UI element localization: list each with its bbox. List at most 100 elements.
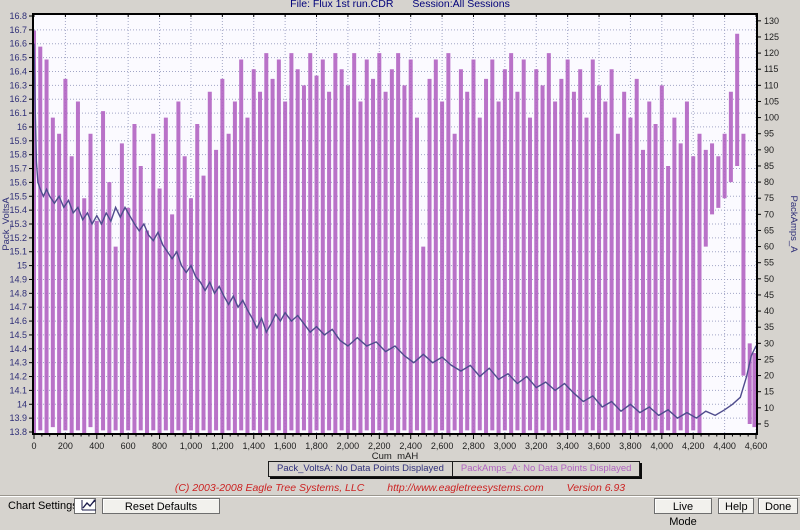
svg-text:2,200: 2,200 bbox=[368, 441, 391, 451]
left-axis-title: Pack_VoltsA bbox=[1, 197, 12, 251]
chart-title-session: Session:All Sessions bbox=[412, 0, 510, 10]
svg-text:16.4: 16.4 bbox=[9, 66, 27, 76]
svg-text:20: 20 bbox=[764, 371, 774, 381]
chart-settings-label: Chart Settings: bbox=[8, 500, 81, 512]
chart-settings-button[interactable] bbox=[74, 498, 96, 514]
x-axis-title: Cum_mAH bbox=[372, 451, 419, 460]
svg-text:100: 100 bbox=[764, 113, 779, 123]
svg-text:600: 600 bbox=[121, 441, 136, 451]
svg-text:25: 25 bbox=[764, 354, 774, 364]
version-text: Version 6.93 bbox=[566, 482, 626, 494]
svg-text:55: 55 bbox=[764, 258, 774, 268]
svg-text:2,000: 2,000 bbox=[337, 441, 360, 451]
help-button[interactable]: Help bbox=[718, 498, 754, 514]
svg-text:120: 120 bbox=[764, 48, 779, 58]
svg-text:0: 0 bbox=[31, 441, 36, 451]
svg-text:16.3: 16.3 bbox=[9, 80, 27, 90]
svg-text:16: 16 bbox=[17, 122, 27, 132]
svg-text:14.5: 14.5 bbox=[9, 330, 27, 340]
svg-text:16.7: 16.7 bbox=[9, 25, 27, 35]
svg-text:4,600: 4,600 bbox=[745, 441, 768, 451]
svg-text:14.7: 14.7 bbox=[9, 302, 27, 312]
svg-text:14.4: 14.4 bbox=[9, 344, 27, 354]
copyright-text: (C) 2003-2008 Eagle Tree Systems, LLC bbox=[174, 482, 365, 494]
svg-text:5: 5 bbox=[764, 419, 769, 429]
svg-text:45: 45 bbox=[764, 290, 774, 300]
svg-text:3,200: 3,200 bbox=[525, 441, 548, 451]
svg-text:3,000: 3,000 bbox=[494, 441, 517, 451]
svg-text:13.9: 13.9 bbox=[9, 413, 27, 423]
website-url: http://www.eagletreesystems.com bbox=[387, 482, 544, 494]
svg-text:65: 65 bbox=[764, 225, 774, 235]
svg-text:130: 130 bbox=[764, 16, 779, 26]
svg-text:80: 80 bbox=[764, 177, 774, 187]
svg-text:125: 125 bbox=[764, 32, 779, 42]
svg-text:15.2: 15.2 bbox=[9, 233, 27, 243]
svg-text:115: 115 bbox=[764, 64, 778, 74]
svg-text:16.5: 16.5 bbox=[9, 53, 27, 63]
svg-text:4,200: 4,200 bbox=[682, 441, 705, 451]
svg-text:90: 90 bbox=[764, 145, 774, 155]
svg-text:75: 75 bbox=[764, 193, 774, 203]
svg-text:30: 30 bbox=[764, 338, 774, 348]
svg-text:14: 14 bbox=[17, 399, 27, 409]
svg-text:3,800: 3,800 bbox=[619, 441, 642, 451]
svg-text:14.2: 14.2 bbox=[9, 372, 27, 382]
chart-title-file: File: Flux 1st run.CDR bbox=[290, 0, 394, 10]
svg-text:15.9: 15.9 bbox=[9, 136, 27, 146]
svg-text:15.7: 15.7 bbox=[9, 164, 27, 174]
svg-text:40: 40 bbox=[764, 306, 774, 316]
svg-text:16.8: 16.8 bbox=[9, 11, 27, 21]
svg-text:15.3: 15.3 bbox=[9, 219, 27, 229]
svg-text:14.9: 14.9 bbox=[9, 274, 27, 284]
svg-text:400: 400 bbox=[89, 441, 104, 451]
line-chart-icon bbox=[81, 499, 96, 511]
svg-text:1,200: 1,200 bbox=[211, 441, 234, 451]
svg-text:60: 60 bbox=[764, 242, 774, 252]
chart-legend: Pack_VoltsA: No Data Points Displayed Pa… bbox=[268, 461, 641, 477]
svg-text:95: 95 bbox=[764, 129, 774, 139]
svg-text:85: 85 bbox=[764, 161, 774, 171]
done-button[interactable]: Done bbox=[758, 498, 798, 514]
svg-text:70: 70 bbox=[764, 209, 774, 219]
svg-text:1,800: 1,800 bbox=[305, 441, 328, 451]
chart-title: File: Flux 1st run.CDR Session:All Sessi… bbox=[0, 0, 800, 10]
svg-text:15.8: 15.8 bbox=[9, 150, 27, 160]
svg-text:200: 200 bbox=[58, 441, 73, 451]
right-axis-title: PackAmps_A bbox=[788, 195, 799, 253]
svg-text:800: 800 bbox=[152, 441, 167, 451]
svg-text:50: 50 bbox=[764, 274, 774, 284]
svg-text:14.1: 14.1 bbox=[9, 385, 27, 395]
svg-text:2,400: 2,400 bbox=[399, 441, 422, 451]
legend-amps: PackAmps_A: No Data Points Displayed bbox=[451, 462, 640, 476]
svg-text:1,000: 1,000 bbox=[180, 441, 203, 451]
svg-text:110: 110 bbox=[764, 80, 778, 90]
legend-volts: Pack_VoltsA: No Data Points Displayed bbox=[277, 463, 444, 474]
svg-text:105: 105 bbox=[764, 96, 779, 106]
svg-text:4,400: 4,400 bbox=[713, 441, 736, 451]
svg-text:3,400: 3,400 bbox=[556, 441, 579, 451]
svg-text:15: 15 bbox=[764, 387, 774, 397]
svg-text:2,800: 2,800 bbox=[462, 441, 485, 451]
svg-text:35: 35 bbox=[764, 322, 774, 332]
svg-text:15.1: 15.1 bbox=[9, 247, 27, 257]
svg-text:1,400: 1,400 bbox=[242, 441, 265, 451]
svg-text:15.5: 15.5 bbox=[9, 191, 27, 201]
svg-text:16.2: 16.2 bbox=[9, 94, 27, 104]
svg-text:14.8: 14.8 bbox=[9, 288, 27, 298]
svg-text:10: 10 bbox=[764, 403, 774, 413]
svg-text:2,600: 2,600 bbox=[431, 441, 454, 451]
svg-text:1,600: 1,600 bbox=[274, 441, 297, 451]
svg-text:15.4: 15.4 bbox=[9, 205, 27, 215]
svg-text:16.1: 16.1 bbox=[9, 108, 27, 118]
chart-plot-area[interactable]: 16.8 16.7 16.6 16.5 16.4 16.3 16.2 16.1 16 15.9 15… bbox=[0, 0, 800, 460]
reset-defaults-button[interactable]: Reset Defaults bbox=[102, 498, 220, 514]
svg-text:16.6: 16.6 bbox=[9, 39, 27, 49]
svg-text:13.8: 13.8 bbox=[9, 427, 27, 437]
svg-text:14.3: 14.3 bbox=[9, 358, 27, 368]
bottom-toolbar: Chart Settings: Reset Defaults Live Mode… bbox=[0, 495, 800, 528]
svg-text:14.6: 14.6 bbox=[9, 316, 27, 326]
svg-text:4,000: 4,000 bbox=[651, 441, 674, 451]
live-mode-button[interactable]: Live Mode bbox=[654, 498, 712, 528]
